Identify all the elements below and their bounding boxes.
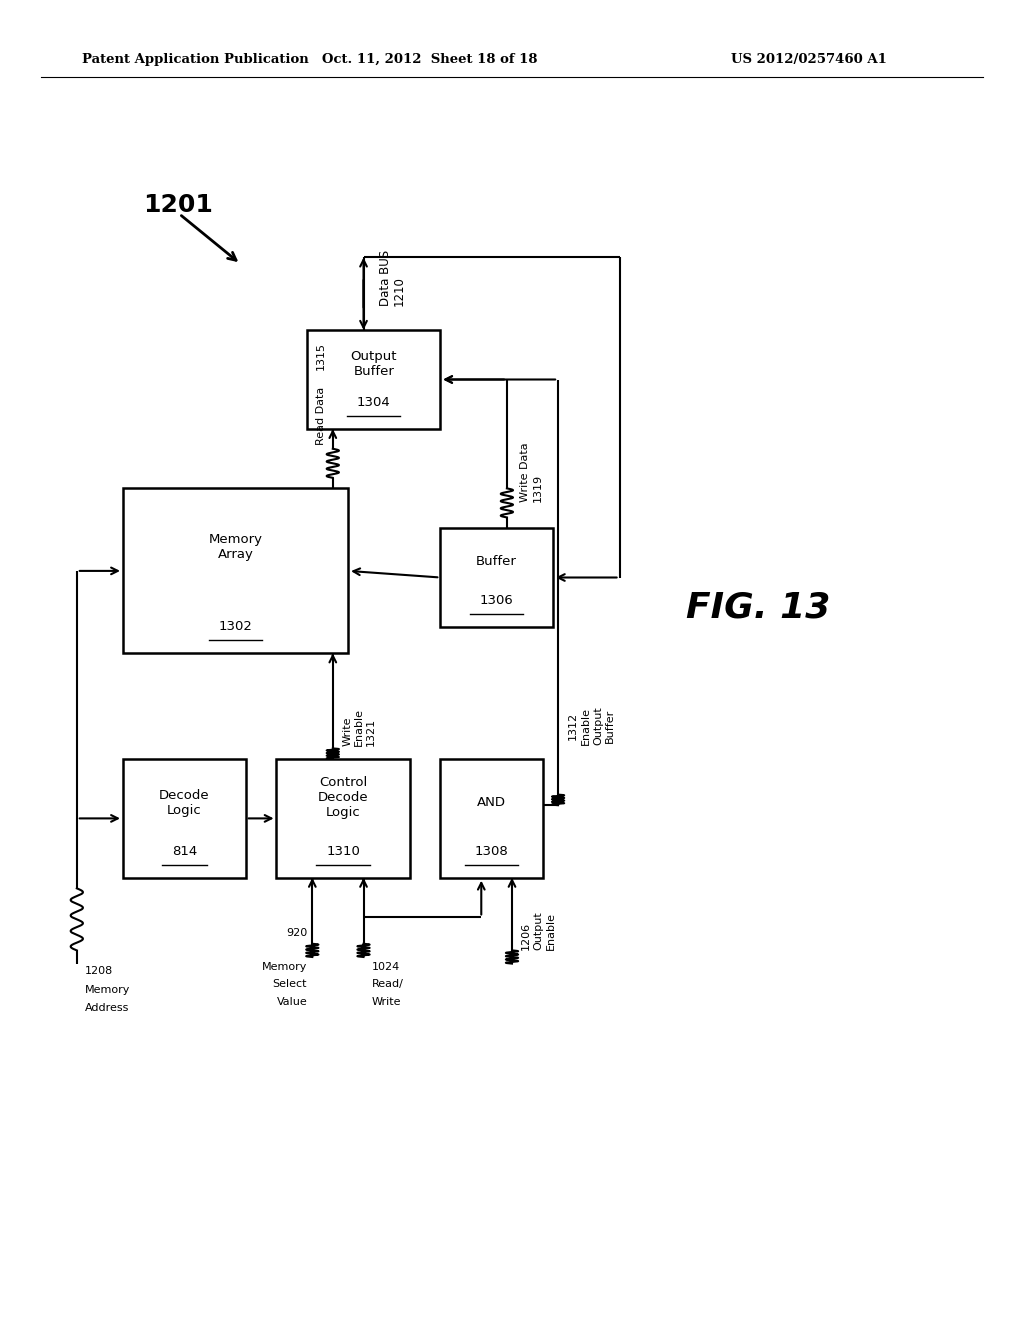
Text: Enable: Enable — [354, 708, 365, 746]
Text: Data BUS: Data BUS — [379, 249, 392, 306]
Text: Buffer: Buffer — [605, 709, 615, 743]
Bar — [276, 759, 410, 878]
Text: 1315: 1315 — [315, 342, 326, 371]
Text: 1310: 1310 — [326, 845, 360, 858]
Text: 920: 920 — [286, 928, 307, 939]
Text: Address: Address — [85, 1003, 129, 1014]
Text: 1319: 1319 — [532, 474, 543, 502]
Text: Control
Decode
Logic: Control Decode Logic — [317, 776, 369, 818]
Text: Memory: Memory — [262, 962, 307, 973]
Text: Output: Output — [593, 706, 603, 746]
Text: Patent Application Publication: Patent Application Publication — [82, 53, 308, 66]
Text: Value: Value — [276, 997, 307, 1007]
Bar — [307, 330, 440, 429]
Text: Select: Select — [272, 979, 307, 990]
Text: 1304: 1304 — [357, 396, 390, 409]
Text: Output: Output — [534, 912, 544, 950]
Text: 1321: 1321 — [366, 718, 376, 746]
Text: AND: AND — [477, 796, 506, 809]
Text: 1302: 1302 — [218, 620, 253, 634]
Text: Read Data: Read Data — [315, 387, 326, 445]
Text: Write Data: Write Data — [520, 442, 530, 502]
Text: Oct. 11, 2012  Sheet 18 of 18: Oct. 11, 2012 Sheet 18 of 18 — [323, 53, 538, 66]
Bar — [123, 488, 348, 653]
Text: US 2012/0257460 A1: US 2012/0257460 A1 — [731, 53, 887, 66]
Text: FIG. 13: FIG. 13 — [686, 590, 829, 624]
Bar — [440, 759, 543, 878]
Text: Memory: Memory — [85, 985, 130, 995]
Text: Output
Buffer: Output Buffer — [350, 350, 397, 378]
Text: Read/: Read/ — [372, 979, 403, 990]
Text: Enable: Enable — [581, 708, 591, 744]
Text: Enable: Enable — [546, 912, 556, 950]
Text: Buffer: Buffer — [476, 556, 517, 568]
Text: 1306: 1306 — [480, 594, 513, 607]
Text: 1024: 1024 — [372, 962, 400, 973]
Text: 1210: 1210 — [392, 276, 406, 306]
Text: Decode
Logic: Decode Logic — [159, 788, 210, 817]
Text: 1308: 1308 — [475, 845, 508, 858]
Text: Write: Write — [372, 997, 401, 1007]
Text: Memory
Array: Memory Array — [209, 533, 262, 561]
Bar — [440, 528, 553, 627]
Text: 1201: 1201 — [143, 193, 213, 216]
Text: 1312: 1312 — [568, 711, 579, 741]
Text: 814: 814 — [172, 845, 197, 858]
Bar — [123, 759, 246, 878]
Text: 1206: 1206 — [521, 923, 531, 950]
Text: 1208: 1208 — [85, 966, 114, 977]
Text: Write: Write — [343, 717, 353, 746]
